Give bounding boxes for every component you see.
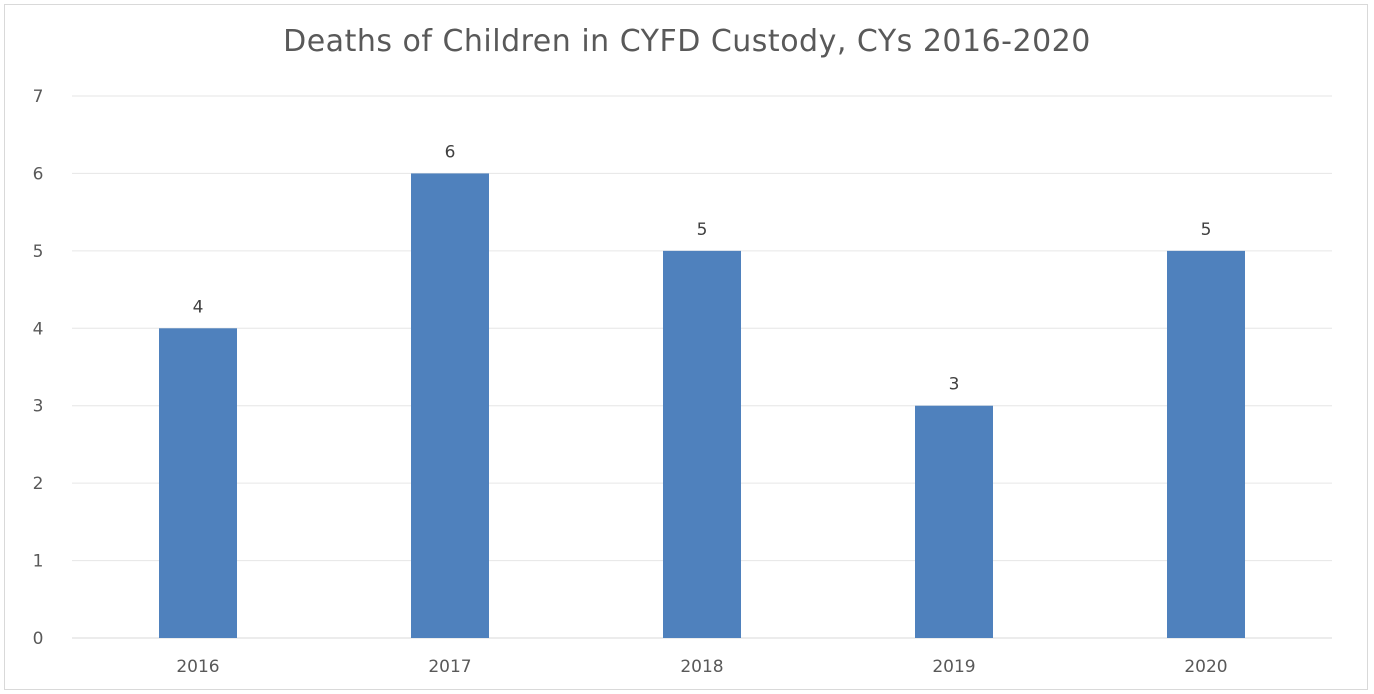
y-tick-label: 1 <box>33 552 44 572</box>
chart-title: Deaths of Children in CYFD Custody, CYs … <box>283 24 1091 59</box>
x-axis-ticks: 2016 2017 2018 2019 2020 <box>176 657 1227 677</box>
y-tick-label: 4 <box>33 319 44 339</box>
y-tick-label: 3 <box>33 397 44 417</box>
x-tick-label: 2018 <box>680 657 723 677</box>
bar-2019 <box>915 405 993 638</box>
data-labels: 4 6 5 3 5 <box>193 142 1212 394</box>
y-tick-label: 0 <box>33 629 44 649</box>
data-label-2016: 4 <box>193 297 204 317</box>
bar-2018 <box>663 250 741 638</box>
x-tick-label: 2016 <box>176 657 219 677</box>
data-label-2017: 6 <box>445 142 456 162</box>
x-tick-label: 2017 <box>428 657 471 677</box>
data-label-2020: 5 <box>1201 220 1212 240</box>
y-tick-label: 7 <box>33 87 44 107</box>
bar-2020 <box>1167 250 1245 638</box>
x-tick-label: 2020 <box>1184 657 1227 677</box>
data-label-2018: 5 <box>697 220 708 240</box>
y-tick-label: 2 <box>33 474 44 494</box>
x-tick-label: 2019 <box>932 657 975 677</box>
bar-2017 <box>411 173 489 638</box>
bar-2016 <box>159 328 237 638</box>
bars <box>159 173 1245 638</box>
y-tick-label: 6 <box>33 164 44 184</box>
data-label-2019: 3 <box>949 375 960 395</box>
y-axis-ticks: 0 1 2 3 4 5 6 7 <box>33 87 44 649</box>
y-tick-label: 5 <box>33 242 44 262</box>
